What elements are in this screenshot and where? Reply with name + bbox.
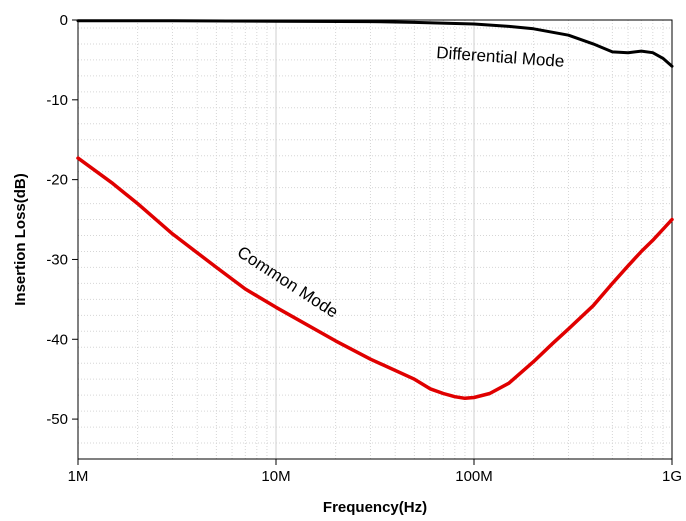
y-tick-label: -10 [46,92,68,109]
plot-area-frame [77,19,673,460]
x-tick-label: 100M [455,468,493,485]
y-tick-label: -50 [46,411,68,428]
y-axis-title: Insertion Loss(dB) [12,173,29,306]
y-tick-label: 0 [60,12,68,29]
x-tick-label: 1G [662,468,682,485]
x-axis-title: Frequency(Hz) [323,499,427,516]
annotation-common-mode: Common Mode [234,242,342,321]
y-tick-label: -40 [46,331,68,348]
data-series [76,19,674,401]
axis-ticks: 1M 10M 100M 1G 0 -10 -20 -30 -40 -50 [46,12,682,485]
x-tick-label: 10M [261,468,290,485]
series-line-differential-mode [76,19,674,68]
series-line-common-mode [76,156,674,401]
annotation-differential-mode: Differential Mode [436,43,565,71]
x-tick-label: 1M [68,468,89,485]
y-tick-label: -30 [46,251,68,268]
grid-lines [77,20,672,460]
y-tick-label: -20 [46,172,68,189]
